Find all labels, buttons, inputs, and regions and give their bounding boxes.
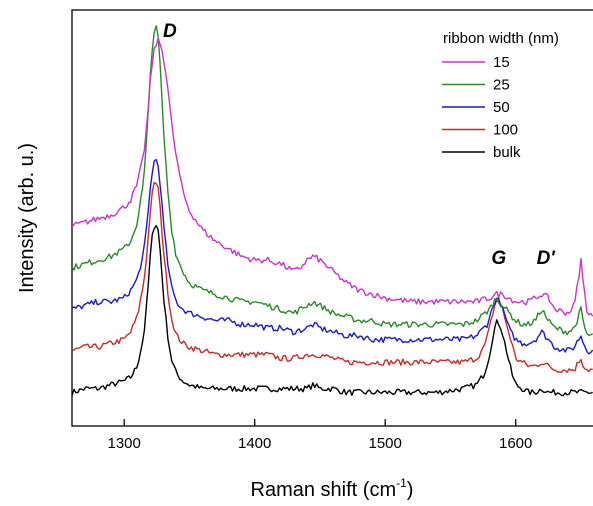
peak-label-D: D <box>163 21 177 42</box>
series-line-25 <box>71 25 593 337</box>
legend-label-15: 15 <box>493 54 510 71</box>
legend-label-100: 100 <box>493 122 518 139</box>
legend-item-bulk: bulk <box>442 144 521 161</box>
series-line-100 <box>71 181 593 374</box>
legend-entries: 15 25 50 100 bulk <box>442 54 521 161</box>
series-line-bulk <box>71 224 593 397</box>
peak-label-Dprime: D' <box>537 248 557 269</box>
x-tick-label-1500: 1500 <box>369 435 402 452</box>
legend-label-25: 25 <box>493 77 510 94</box>
x-tick-label-1300: 1300 <box>108 435 141 452</box>
legend-label-50: 50 <box>493 99 510 116</box>
series-line-50 <box>71 158 593 355</box>
legend-item-25: 25 <box>442 77 510 94</box>
legend-item-100: 100 <box>442 122 518 139</box>
peak-label-G: G <box>491 248 506 269</box>
series-layer <box>71 25 593 397</box>
x-tick-label-1600: 1600 <box>499 435 532 452</box>
x-tick-layer: 1300 1400 1500 1600 <box>108 419 532 452</box>
plot-frame <box>71 9 593 427</box>
legend-item-50: 50 <box>442 99 510 116</box>
legend-title: ribbon width (nm) <box>443 30 559 47</box>
series-line-15 <box>71 37 593 317</box>
legend: ribbon width (nm) 15 25 50 100 bulk <box>442 30 559 161</box>
legend-item-15: 15 <box>442 54 510 71</box>
legend-label-bulk: bulk <box>493 144 521 161</box>
annotation-layer: D G D' <box>163 21 556 269</box>
x-tick-label-1400: 1400 <box>238 435 271 452</box>
y-axis-title: Intensity (arb. u.) <box>16 143 38 293</box>
x-axis-title: Raman shift (cm-1) <box>251 476 414 501</box>
